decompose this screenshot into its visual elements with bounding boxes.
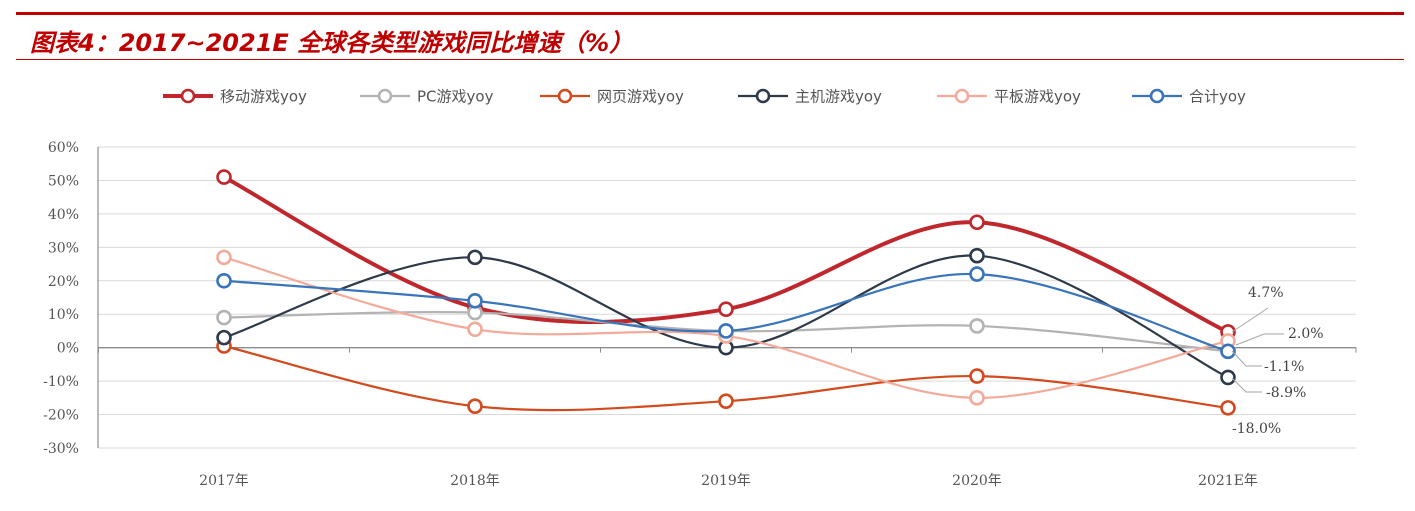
series-主机游戏 — [216, 247, 1236, 386]
data-point — [969, 318, 985, 334]
legend-swatch-marker — [557, 88, 573, 104]
legend-label: 平板游戏yoy — [994, 88, 1081, 106]
data-point — [969, 390, 985, 406]
chart-title: 图表4：2017~2021E 全球各类型游戏同比增速（%） — [30, 29, 634, 57]
data-label: -18.0% — [1232, 421, 1281, 437]
y-tick-label: 10% — [48, 307, 79, 323]
x-tick-label: 2020年 — [952, 473, 1002, 489]
title-bar: 图表4：2017~2021E 全球各类型游戏同比增速（%） — [16, 16, 1404, 60]
series-lines — [216, 169, 1236, 416]
y-tick-label: -20% — [43, 408, 79, 424]
data-point — [1220, 400, 1236, 416]
y-tick-label: 0% — [57, 341, 79, 357]
data-point — [467, 249, 483, 266]
legend-swatch-marker — [954, 88, 970, 104]
data-label: 2.0% — [1288, 326, 1324, 342]
data-point — [216, 309, 232, 326]
y-tick-label: 50% — [48, 173, 79, 189]
data-point — [216, 249, 232, 266]
legend-item-主机游戏: 主机游戏yoy — [738, 88, 882, 106]
series-网页游戏 — [216, 338, 1236, 416]
label-leader-line — [1231, 350, 1262, 367]
title-top-rule — [16, 12, 1404, 15]
legend: 移动游戏yoy PC游戏yoy 网页游戏yoy 主机游戏yoy 平板游戏yoy 合计yoy — [163, 88, 1246, 106]
x-tick-label: 2021E年 — [1198, 473, 1258, 489]
data-point — [1220, 343, 1236, 360]
legend-label: 合计yoy — [1189, 88, 1246, 106]
label-leader-line — [1231, 377, 1262, 393]
y-tick-label: 30% — [48, 240, 79, 256]
legend-item-PC游戏: PC游戏yoy — [360, 88, 494, 106]
y-tick-label: -10% — [43, 374, 79, 390]
x-axis-ticks: 2017年 2018年 2019年 2020年 2021E年 — [98, 347, 1357, 489]
y-tick-label: 20% — [48, 274, 79, 290]
label-leader-line — [1235, 333, 1284, 346]
label-leader-line — [1231, 307, 1269, 333]
data-point — [969, 266, 985, 282]
data-labels: 4.7% 2.0% -1.1% -8.9% -18.0% — [1232, 285, 1324, 437]
legend-label: 移动游戏yoy — [220, 88, 307, 106]
data-point — [718, 323, 734, 339]
y-tick-label: -30% — [43, 441, 79, 457]
data-label: 4.7% — [1248, 285, 1284, 301]
data-point — [718, 301, 734, 318]
data-point — [1220, 369, 1236, 386]
legend-label: 网页游戏yoy — [597, 88, 684, 106]
x-tick-label: 2017年 — [199, 473, 249, 489]
data-label: -8.9% — [1266, 385, 1306, 401]
data-point — [718, 393, 734, 409]
data-point — [216, 272, 232, 289]
series-合计 — [216, 266, 1236, 360]
data-point — [969, 368, 985, 384]
legend-swatch-marker — [755, 88, 771, 104]
data-point — [216, 329, 232, 346]
data-point — [467, 293, 483, 309]
legend-swatch-marker — [1149, 88, 1165, 104]
data-point — [216, 169, 232, 185]
legend-label: PC游戏yoy — [417, 88, 494, 106]
x-tick-label: 2019年 — [701, 473, 751, 489]
legend-item-合计: 合计yoy — [1132, 88, 1246, 106]
legend-swatch-marker — [377, 88, 393, 104]
legend-item-平板游戏: 平板游戏yoy — [937, 88, 1081, 106]
legend-swatch-marker — [180, 88, 196, 104]
y-tick-label: 60% — [48, 140, 79, 156]
x-tick-label: 2018年 — [450, 473, 500, 489]
legend-item-网页游戏: 网页游戏yoy — [540, 88, 684, 106]
data-label: -1.1% — [1264, 359, 1304, 375]
legend-label: 主机游戏yoy — [795, 88, 882, 106]
y-axis-ticks: 60% 50% 40% 30% 20% 10% 0% -10% -20% -30% — [43, 140, 79, 457]
data-label-leaders — [1231, 307, 1284, 393]
data-point — [969, 247, 985, 264]
data-point — [467, 321, 483, 338]
y-tick-label: 40% — [48, 207, 79, 223]
legend-item-移动游戏: 移动游戏yoy — [163, 88, 307, 106]
data-point — [467, 398, 483, 414]
data-point — [969, 214, 985, 231]
